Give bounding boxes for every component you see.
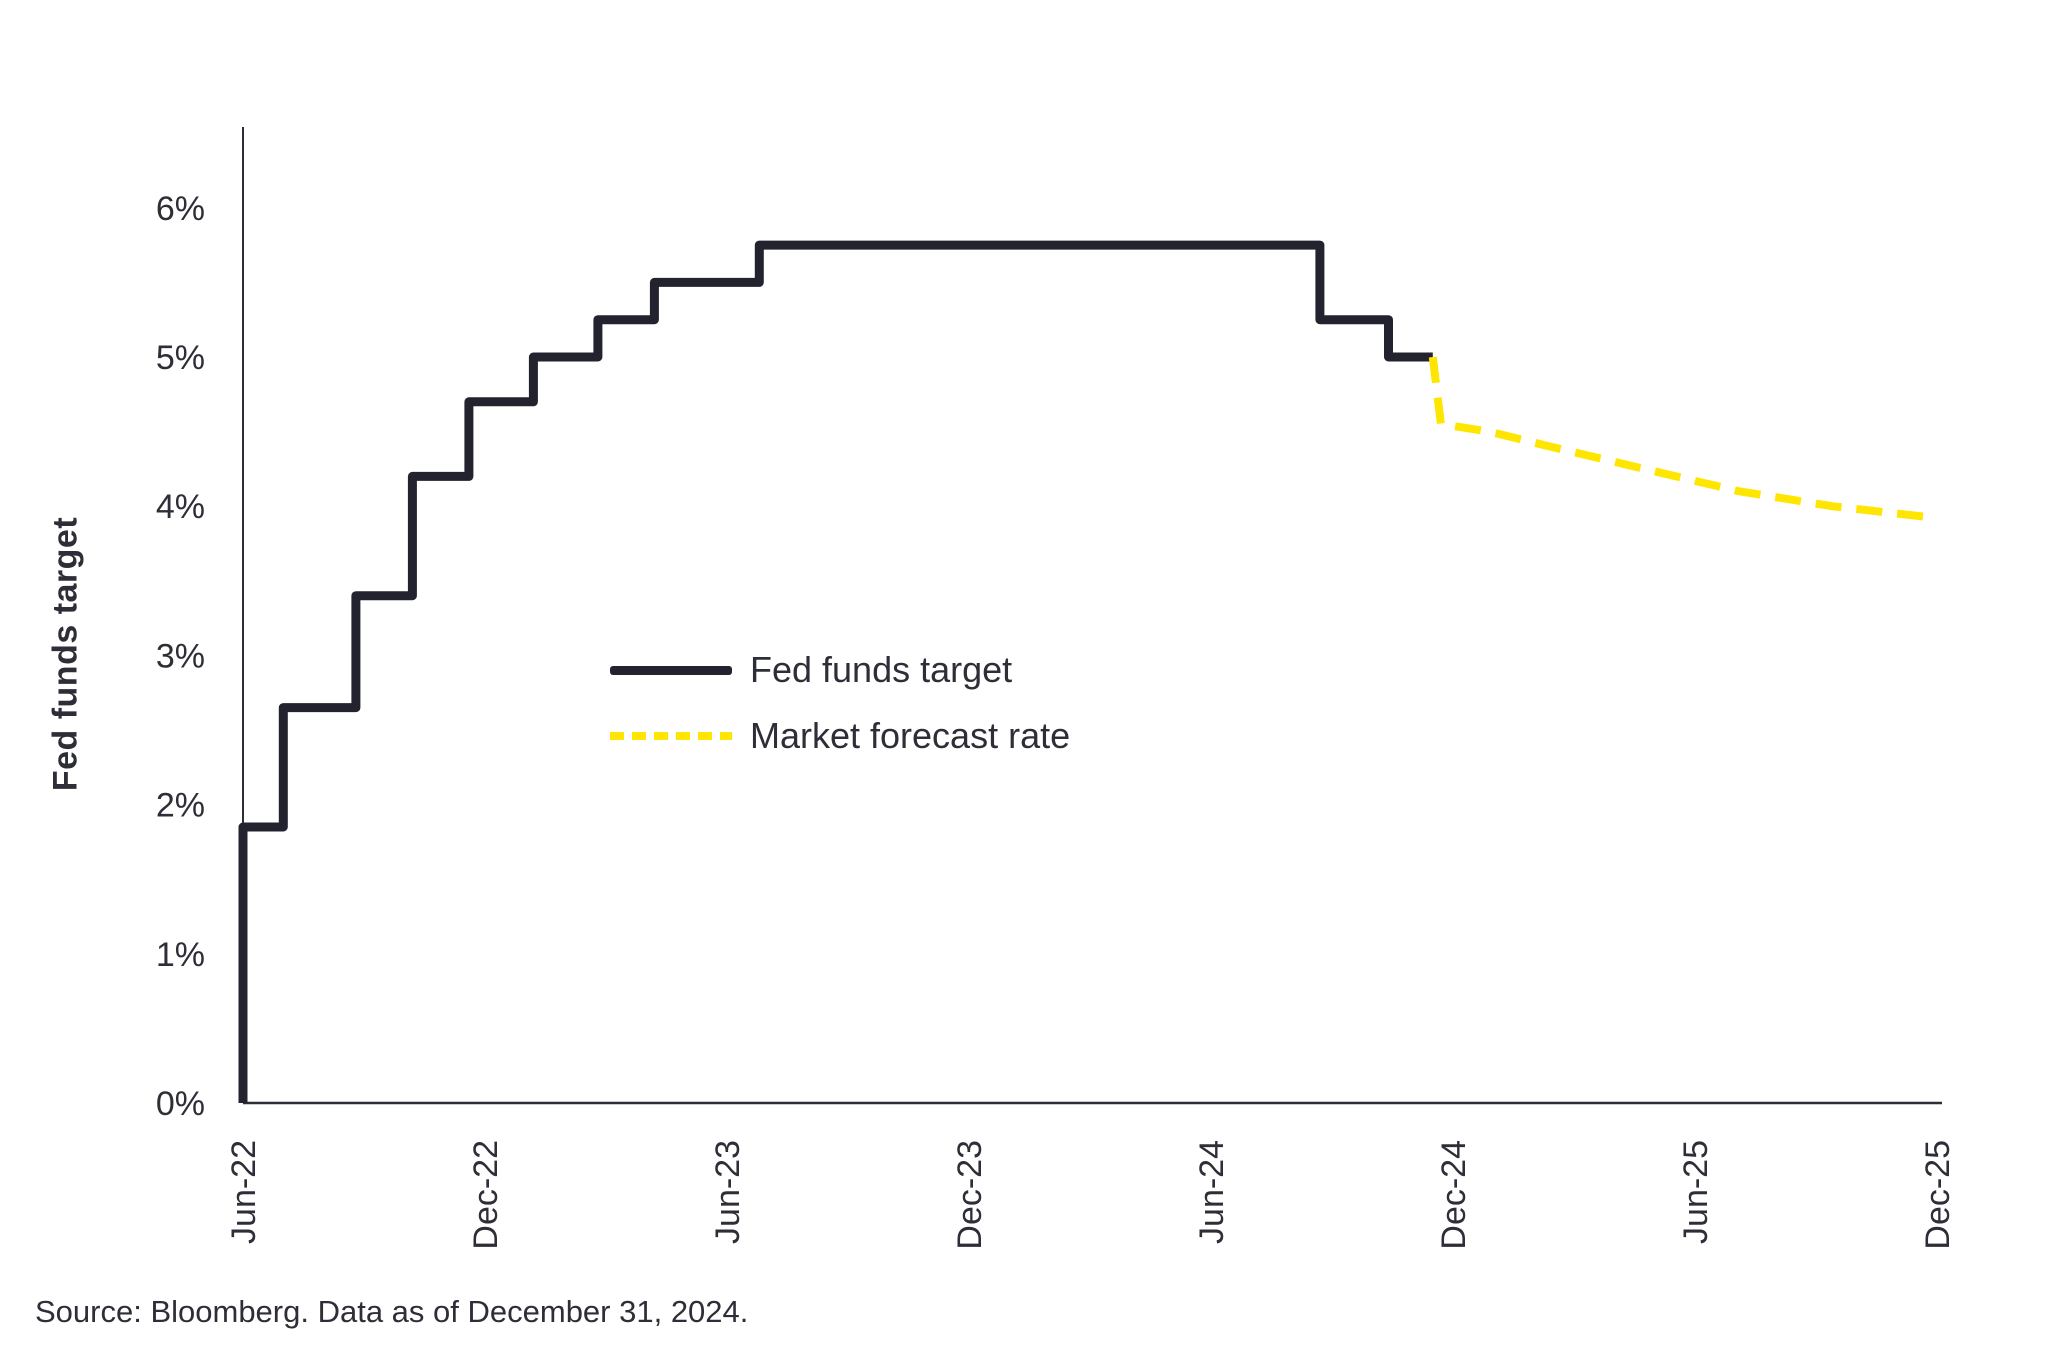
y-tick-label: 3% bbox=[156, 637, 205, 675]
legend-label: Fed funds target bbox=[750, 649, 1013, 690]
x-tick-label: Dec-25 bbox=[1919, 1140, 1957, 1250]
y-axis-title: Fed funds target bbox=[46, 516, 85, 792]
x-tick-label: Jun-23 bbox=[709, 1140, 747, 1244]
x-tick-label: Dec-23 bbox=[951, 1140, 989, 1250]
y-tick-label: 0% bbox=[156, 1085, 205, 1123]
y-tick-label: 4% bbox=[156, 488, 205, 526]
y-tick-label: 2% bbox=[156, 787, 205, 825]
market-forecast-rate-line bbox=[1428, 356, 1938, 523]
x-tick-label: Jun-22 bbox=[225, 1140, 263, 1244]
x-tick-label: Jun-24 bbox=[1193, 1140, 1231, 1244]
x-tick-label: Dec-22 bbox=[467, 1140, 505, 1250]
fed-funds-target-line bbox=[238, 240, 1433, 1103]
y-tick-label: 1% bbox=[156, 936, 205, 974]
x-tick-label: Jun-25 bbox=[1677, 1140, 1715, 1244]
x-tick-label: Dec-24 bbox=[1435, 1140, 1473, 1250]
solid-line-swatch-icon bbox=[610, 665, 732, 675]
source-note: Source: Bloomberg. Data as of December 3… bbox=[35, 1294, 749, 1329]
legend-item-fed-funds-target: Fed funds target bbox=[610, 648, 1070, 692]
legend-item-market-forecast-rate: Market forecast rate bbox=[610, 714, 1070, 758]
legend-label: Market forecast rate bbox=[750, 715, 1071, 756]
dashed-line-swatch-icon bbox=[610, 732, 732, 740]
y-tick-label: 6% bbox=[156, 190, 205, 228]
legend: Fed funds target Market forecast rate bbox=[610, 648, 1070, 758]
y-tick-label: 5% bbox=[156, 339, 205, 377]
